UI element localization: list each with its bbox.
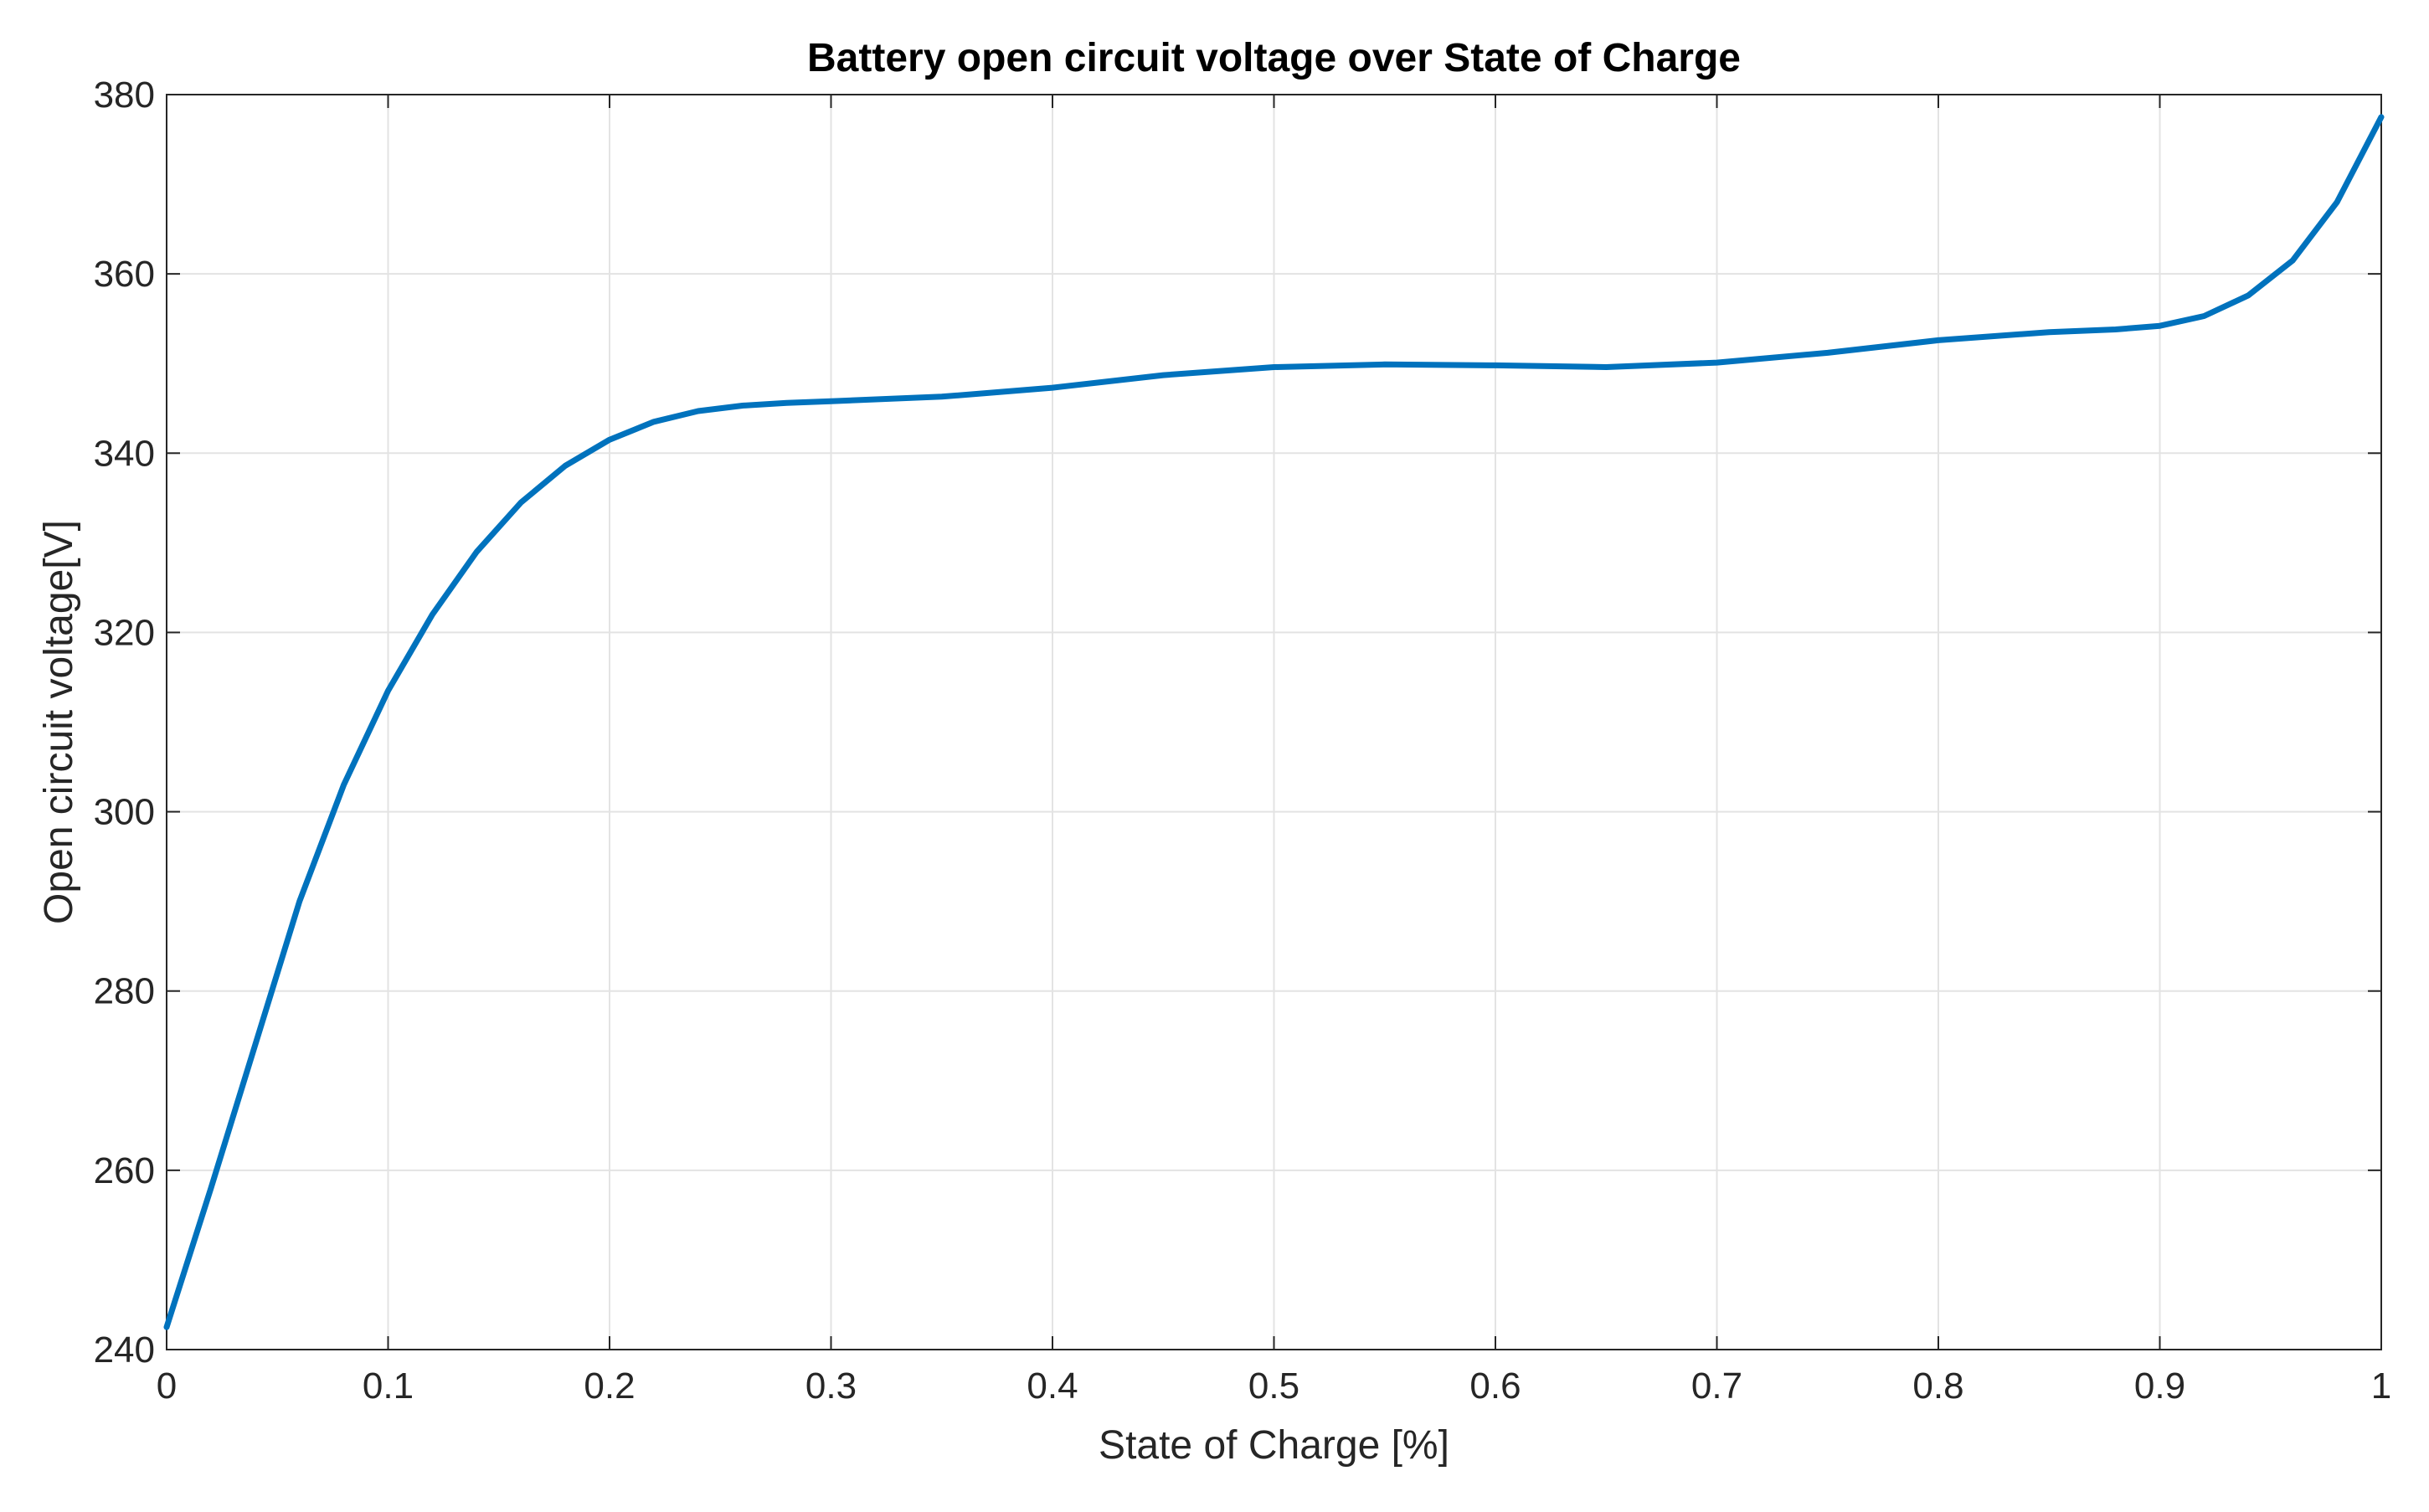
y-tick-label: 240 [94, 1329, 155, 1371]
x-tick-label: 0.7 [1691, 1365, 1742, 1407]
y-tick-label: 280 [94, 971, 155, 1012]
x-tick-label: 0.8 [1912, 1365, 1963, 1407]
y-tick-label: 360 [94, 254, 155, 295]
chart-title: Battery open circuit voltage over State … [807, 36, 1741, 80]
y-tick-label: 300 [94, 792, 155, 833]
y-tick-label: 260 [94, 1150, 155, 1191]
x-tick-label: 0.9 [2134, 1365, 2185, 1407]
x-tick-label: 1 [2371, 1365, 2391, 1407]
x-tick-label: 0 [157, 1365, 177, 1407]
y-tick-labels: 240 260 280 300 320 340 360 380 [94, 75, 155, 1371]
x-tick-label: 0.4 [1027, 1365, 1078, 1407]
grid [167, 95, 2381, 1350]
x-tick-labels: 0 0.1 0.2 0.3 0.4 0.5 0.6 0.7 0.8 0.9 1 [157, 1365, 2391, 1407]
y-tick-label: 340 [94, 433, 155, 474]
tick-marks [166, 94, 2382, 1350]
series-line-open-circuit-voltage [163, 114, 2385, 1330]
x-tick-label: 0.3 [805, 1365, 857, 1407]
x-axis-title: State of Charge [%] [1099, 1423, 1449, 1468]
x-tick-label: 0.2 [584, 1365, 635, 1407]
y-axis-title: Open circuit voltage[V] [37, 520, 81, 924]
x-tick-label: 0.6 [1469, 1365, 1521, 1407]
y-tick-label: 380 [94, 75, 155, 116]
x-tick-label: 0.5 [1248, 1365, 1299, 1407]
x-tick-label: 0.1 [363, 1365, 414, 1407]
y-tick-label: 320 [94, 612, 155, 653]
